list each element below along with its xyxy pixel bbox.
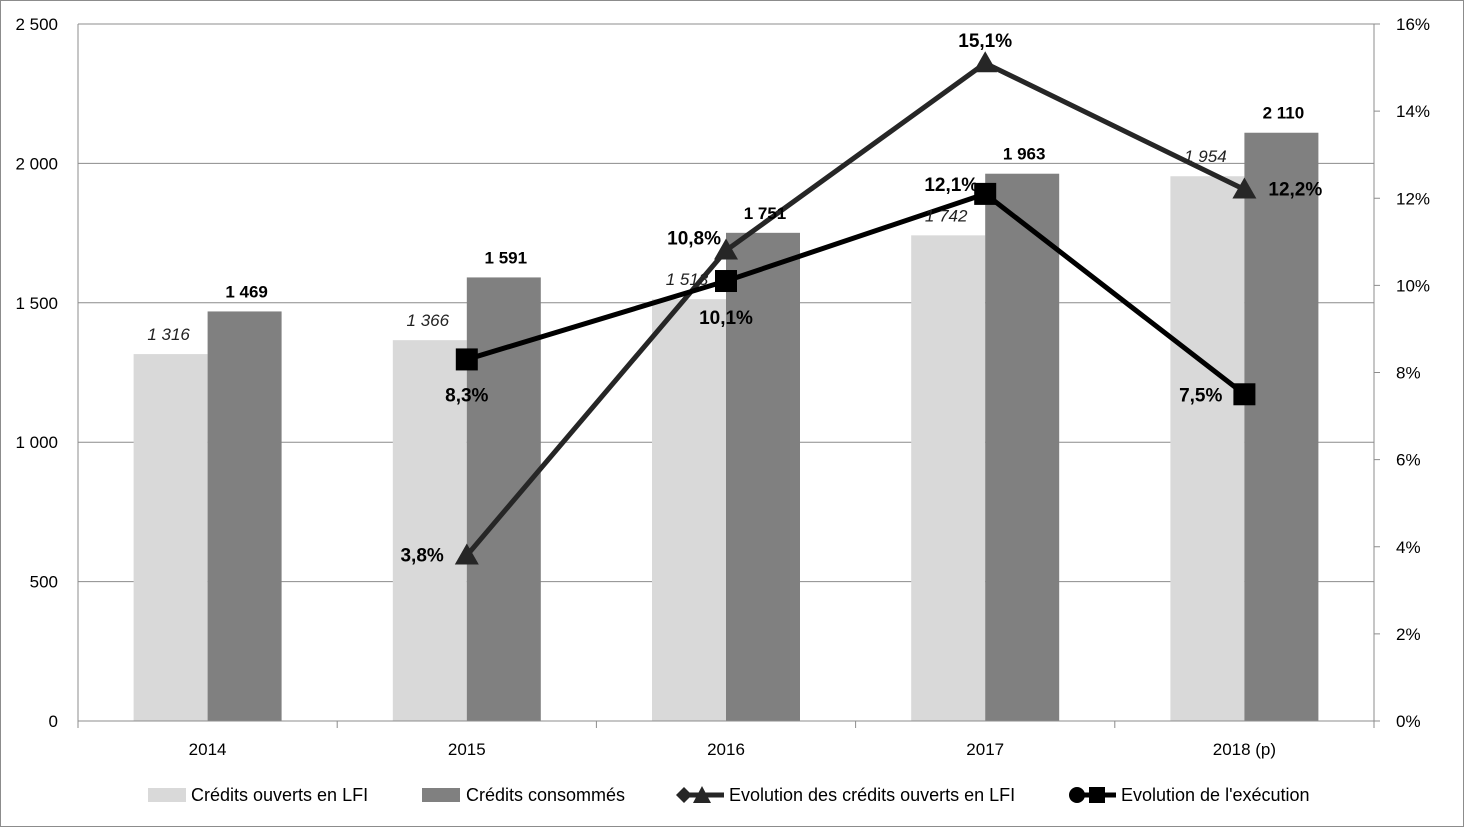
bar-credits-ouverts xyxy=(133,354,208,721)
bar-label-credits-consommes: 1 591 xyxy=(485,248,528,267)
legend-diamond-icon xyxy=(676,787,692,803)
legend-label-credits-ouverts: Crédits ouverts en LFI xyxy=(191,785,368,805)
y-left-tick-label: 2 000 xyxy=(15,154,58,173)
bar-credits-ouverts xyxy=(652,299,726,721)
legend: Crédits ouverts en LFI Crédits consommés E… xyxy=(148,785,1310,805)
y-left-tick-label: 1 500 xyxy=(15,294,58,313)
line-evolution-execution xyxy=(466,191,1246,397)
pct-label-execution: 10,1% xyxy=(699,308,753,329)
pct-label-lfi: 12,2% xyxy=(1268,180,1322,201)
bar-credits-consommes xyxy=(1244,132,1319,721)
legend-square-icon xyxy=(1089,787,1105,803)
pct-label-lfi: 3,8% xyxy=(400,545,443,566)
marker-square-execution xyxy=(1233,383,1256,406)
y-left-tick-label: 1 000 xyxy=(15,433,58,452)
bar-credits-consommes xyxy=(985,173,1060,722)
line-evolution-lfi xyxy=(464,60,1246,558)
y-left-tick-label: 0 xyxy=(49,712,58,731)
x-tick-label: 2014 xyxy=(189,740,227,759)
bars xyxy=(133,132,1319,722)
y-right-tick-label: 6% xyxy=(1396,451,1421,470)
legend-swatch-credits-ouverts xyxy=(148,788,186,802)
x-tick-label: 2015 xyxy=(448,740,486,759)
bar-credits-ouverts xyxy=(911,235,986,722)
bar-label-credits-consommes: 1 751 xyxy=(744,204,787,223)
y-right-tick-label: 2% xyxy=(1396,625,1421,644)
lines xyxy=(454,51,1257,565)
legend-circle-icon xyxy=(1069,787,1085,803)
bar-credits-consommes xyxy=(466,277,541,721)
bar-credits-consommes xyxy=(207,311,282,721)
marker-triangle-lfi xyxy=(973,51,998,73)
marker-triangle-lfi xyxy=(714,238,738,260)
bar-label-credits-consommes: 2 110 xyxy=(1263,104,1305,123)
bar-label-credits-ouverts: 1 513 xyxy=(666,270,709,289)
pct-label-execution: 8,3% xyxy=(445,385,488,406)
bar-credits-ouverts xyxy=(1170,176,1245,721)
bar-label-credits-consommes: 1 963 xyxy=(1003,145,1046,164)
y-right-tick-label: 10% xyxy=(1396,276,1430,295)
pct-label-lfi: 10,8% xyxy=(667,229,721,250)
y-right-tick-label: 4% xyxy=(1396,538,1421,557)
x-tick-label: 2016 xyxy=(707,740,745,759)
marker-triangle-lfi xyxy=(454,543,479,565)
legend-label-credits-consommes: Crédits consommés xyxy=(466,785,625,805)
legend-label-evolution-execution: Evolution de l'exécution xyxy=(1121,785,1310,805)
legend-triangle-icon xyxy=(693,786,711,803)
legend-swatch-credits-consommes xyxy=(422,788,460,802)
x-tick-label: 2018 (p) xyxy=(1213,740,1276,759)
marker-square-execution xyxy=(455,348,478,371)
y-right-tick-label: 16% xyxy=(1396,15,1430,34)
bar-label-credits-ouverts: 1 316 xyxy=(147,325,190,344)
bar-label-credits-ouverts: 1 954 xyxy=(1184,147,1227,166)
y-left-tick-label: 500 xyxy=(30,573,58,592)
bar-label-credits-ouverts: 1 366 xyxy=(407,311,450,330)
data-labels: 1 316 1 469 1 366 1 591 1 513 1 751 1 742 1 963… xyxy=(147,31,1322,566)
bar-label-credits-consommes: 1 469 xyxy=(225,282,268,301)
pct-label-lfi: 15,1% xyxy=(958,31,1012,52)
y-right-tick-label: 8% xyxy=(1396,364,1421,383)
pct-label-execution: 12,1% xyxy=(924,175,978,196)
bar-credits-consommes xyxy=(726,232,800,721)
axes: 0 500 1 000 1 500 2 000 2 500 0% 2% 4% 6% 8% 10% 12%… xyxy=(15,15,1430,759)
pct-label-execution: 7,5% xyxy=(1179,385,1222,406)
legend-label-evolution-lfi: Evolution des crédits ouverts en LFI xyxy=(729,785,1015,805)
marker-square-execution xyxy=(974,182,997,205)
y-left-tick-label: 2 500 xyxy=(15,15,58,34)
x-tick-label: 2017 xyxy=(966,740,1004,759)
bar-credits-ouverts xyxy=(392,340,467,721)
marker-square-execution xyxy=(715,270,737,293)
marker-triangle-lfi xyxy=(1232,177,1257,199)
y-right-tick-label: 14% xyxy=(1396,102,1430,121)
y-right-tick-label: 12% xyxy=(1396,189,1430,208)
y-right-tick-label: 0% xyxy=(1396,712,1421,731)
bar-label-credits-ouverts: 1 742 xyxy=(925,206,968,225)
